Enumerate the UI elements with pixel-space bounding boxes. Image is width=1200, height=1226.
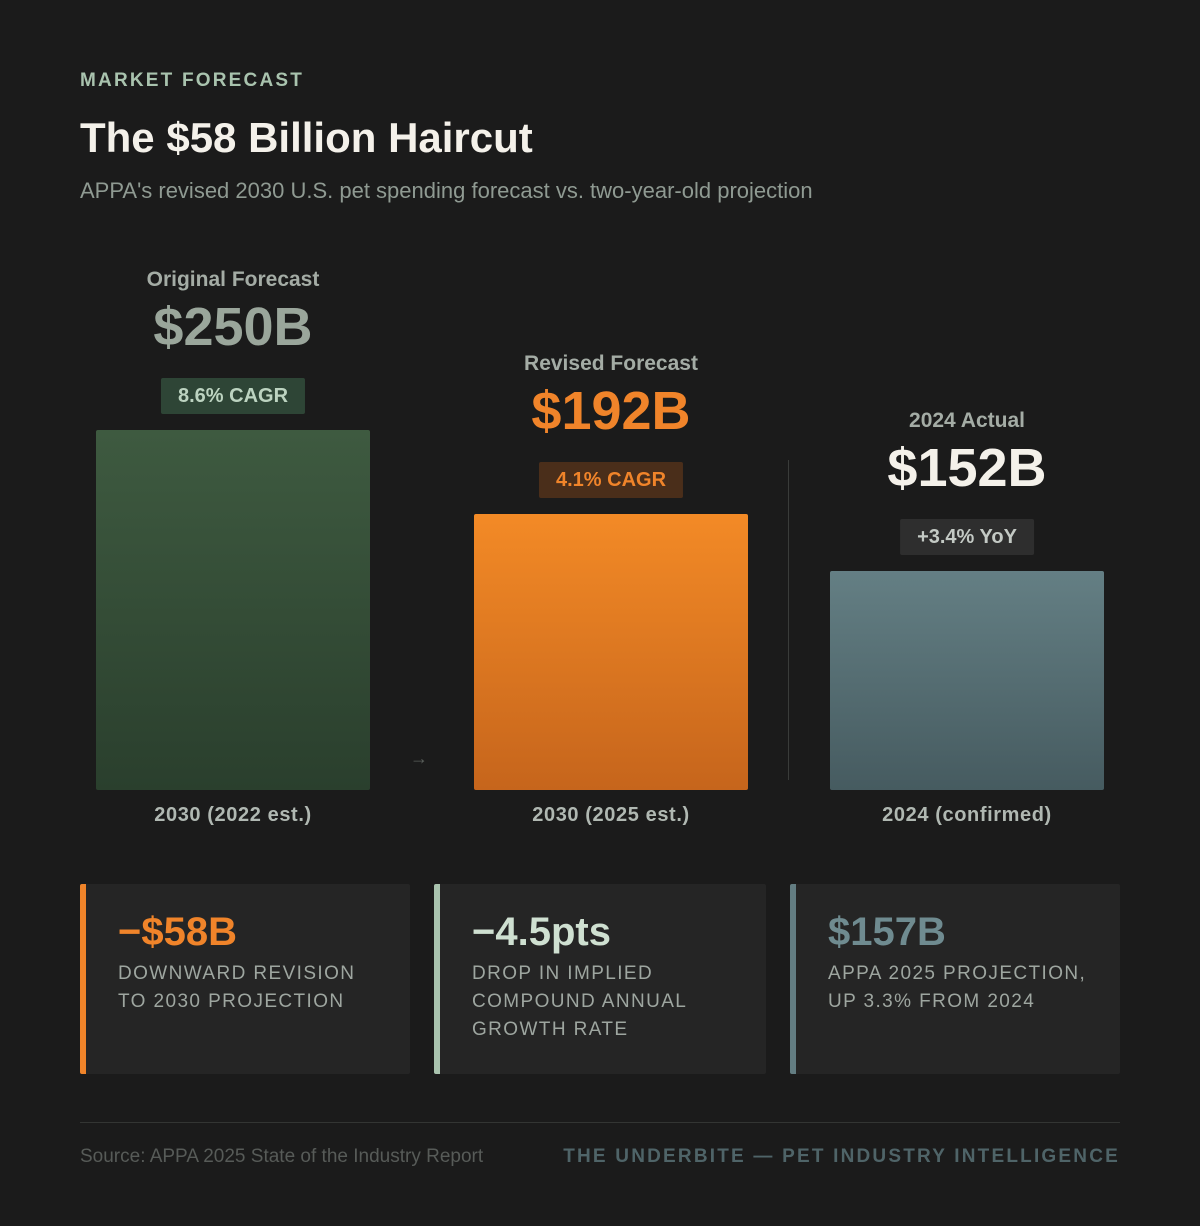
bar-original-forecast [96, 430, 370, 790]
stat-card-value: −$58B [118, 910, 237, 954]
bar-value-label: $250B [153, 297, 313, 357]
page-subtitle: APPA's revised 2030 U.S. pet spending fo… [80, 178, 813, 203]
stat-card-revision: −$58B DOWNWARD REVISION TO 2030 PROJECTI… [80, 884, 410, 1074]
growth-badge: 4.1% CAGR [538, 462, 684, 498]
stat-card-value: $157B [828, 910, 946, 954]
eyebrow-label: MARKET FORECAST [80, 70, 305, 91]
stat-card-value: −4.5pts [472, 910, 611, 954]
bar-header-original-forecast: Original Forecast $250B 8.6% CAGR [96, 268, 370, 418]
bar-actual-2024 [830, 571, 1104, 790]
x-tick-label: 2030 (2025 est.) [532, 804, 690, 826]
bar-header-actual-2024: 2024 Actual $152B +3.4% YoY [830, 409, 1104, 559]
growth-badge: +3.4% YoY [900, 519, 1034, 555]
stat-card-description: APPA 2025 PROJECTION, UP 3.3% FROM 2024 [828, 963, 1087, 1012]
bar-chart: → Original Forecast $250B 8.6% CAGR 2030 (2… [96, 268, 1104, 826]
brand-label: THE UNDERBITE — PET INDUSTRY INTELLIGENC… [563, 1146, 1120, 1167]
bar-label: 2024 Actual [909, 409, 1025, 432]
page-title: The $58 Billion Haircut [80, 114, 533, 161]
bar-revised-forecast [474, 514, 748, 790]
x-tick-label: 2030 (2022 est.) [154, 804, 312, 826]
stat-card-cagr-drop: −4.5pts DROP IN IMPLIED COMPOUND ANNUAL … [434, 884, 766, 1074]
stat-card-2025-projection: $157B APPA 2025 PROJECTION, UP 3.3% FROM… [790, 884, 1120, 1074]
x-tick-label: 2024 (confirmed) [882, 804, 1052, 826]
arrow-icon: → [410, 748, 428, 768]
bar-label: Original Forecast [146, 268, 320, 291]
bar-label: Revised Forecast [524, 352, 698, 375]
footer-divider [80, 1122, 1120, 1123]
bar-value-label: $152B [887, 438, 1047, 498]
bar-header-revised-forecast: Revised Forecast $192B 4.1% CAGR [474, 352, 748, 502]
bar-value-label: $192B [531, 381, 691, 441]
stat-cards: −$58B DOWNWARD REVISION TO 2030 PROJECTI… [80, 884, 1120, 1074]
chart-divider [788, 460, 789, 780]
source-note: Source: APPA 2025 State of the Industry … [80, 1146, 484, 1167]
stat-card-description: DROP IN IMPLIED COMPOUND ANNUAL GROWTH R… [472, 963, 687, 1040]
stat-card-description: DOWNWARD REVISION TO 2030 PROJECTION [118, 963, 356, 1012]
growth-badge: 8.6% CAGR [160, 378, 306, 414]
